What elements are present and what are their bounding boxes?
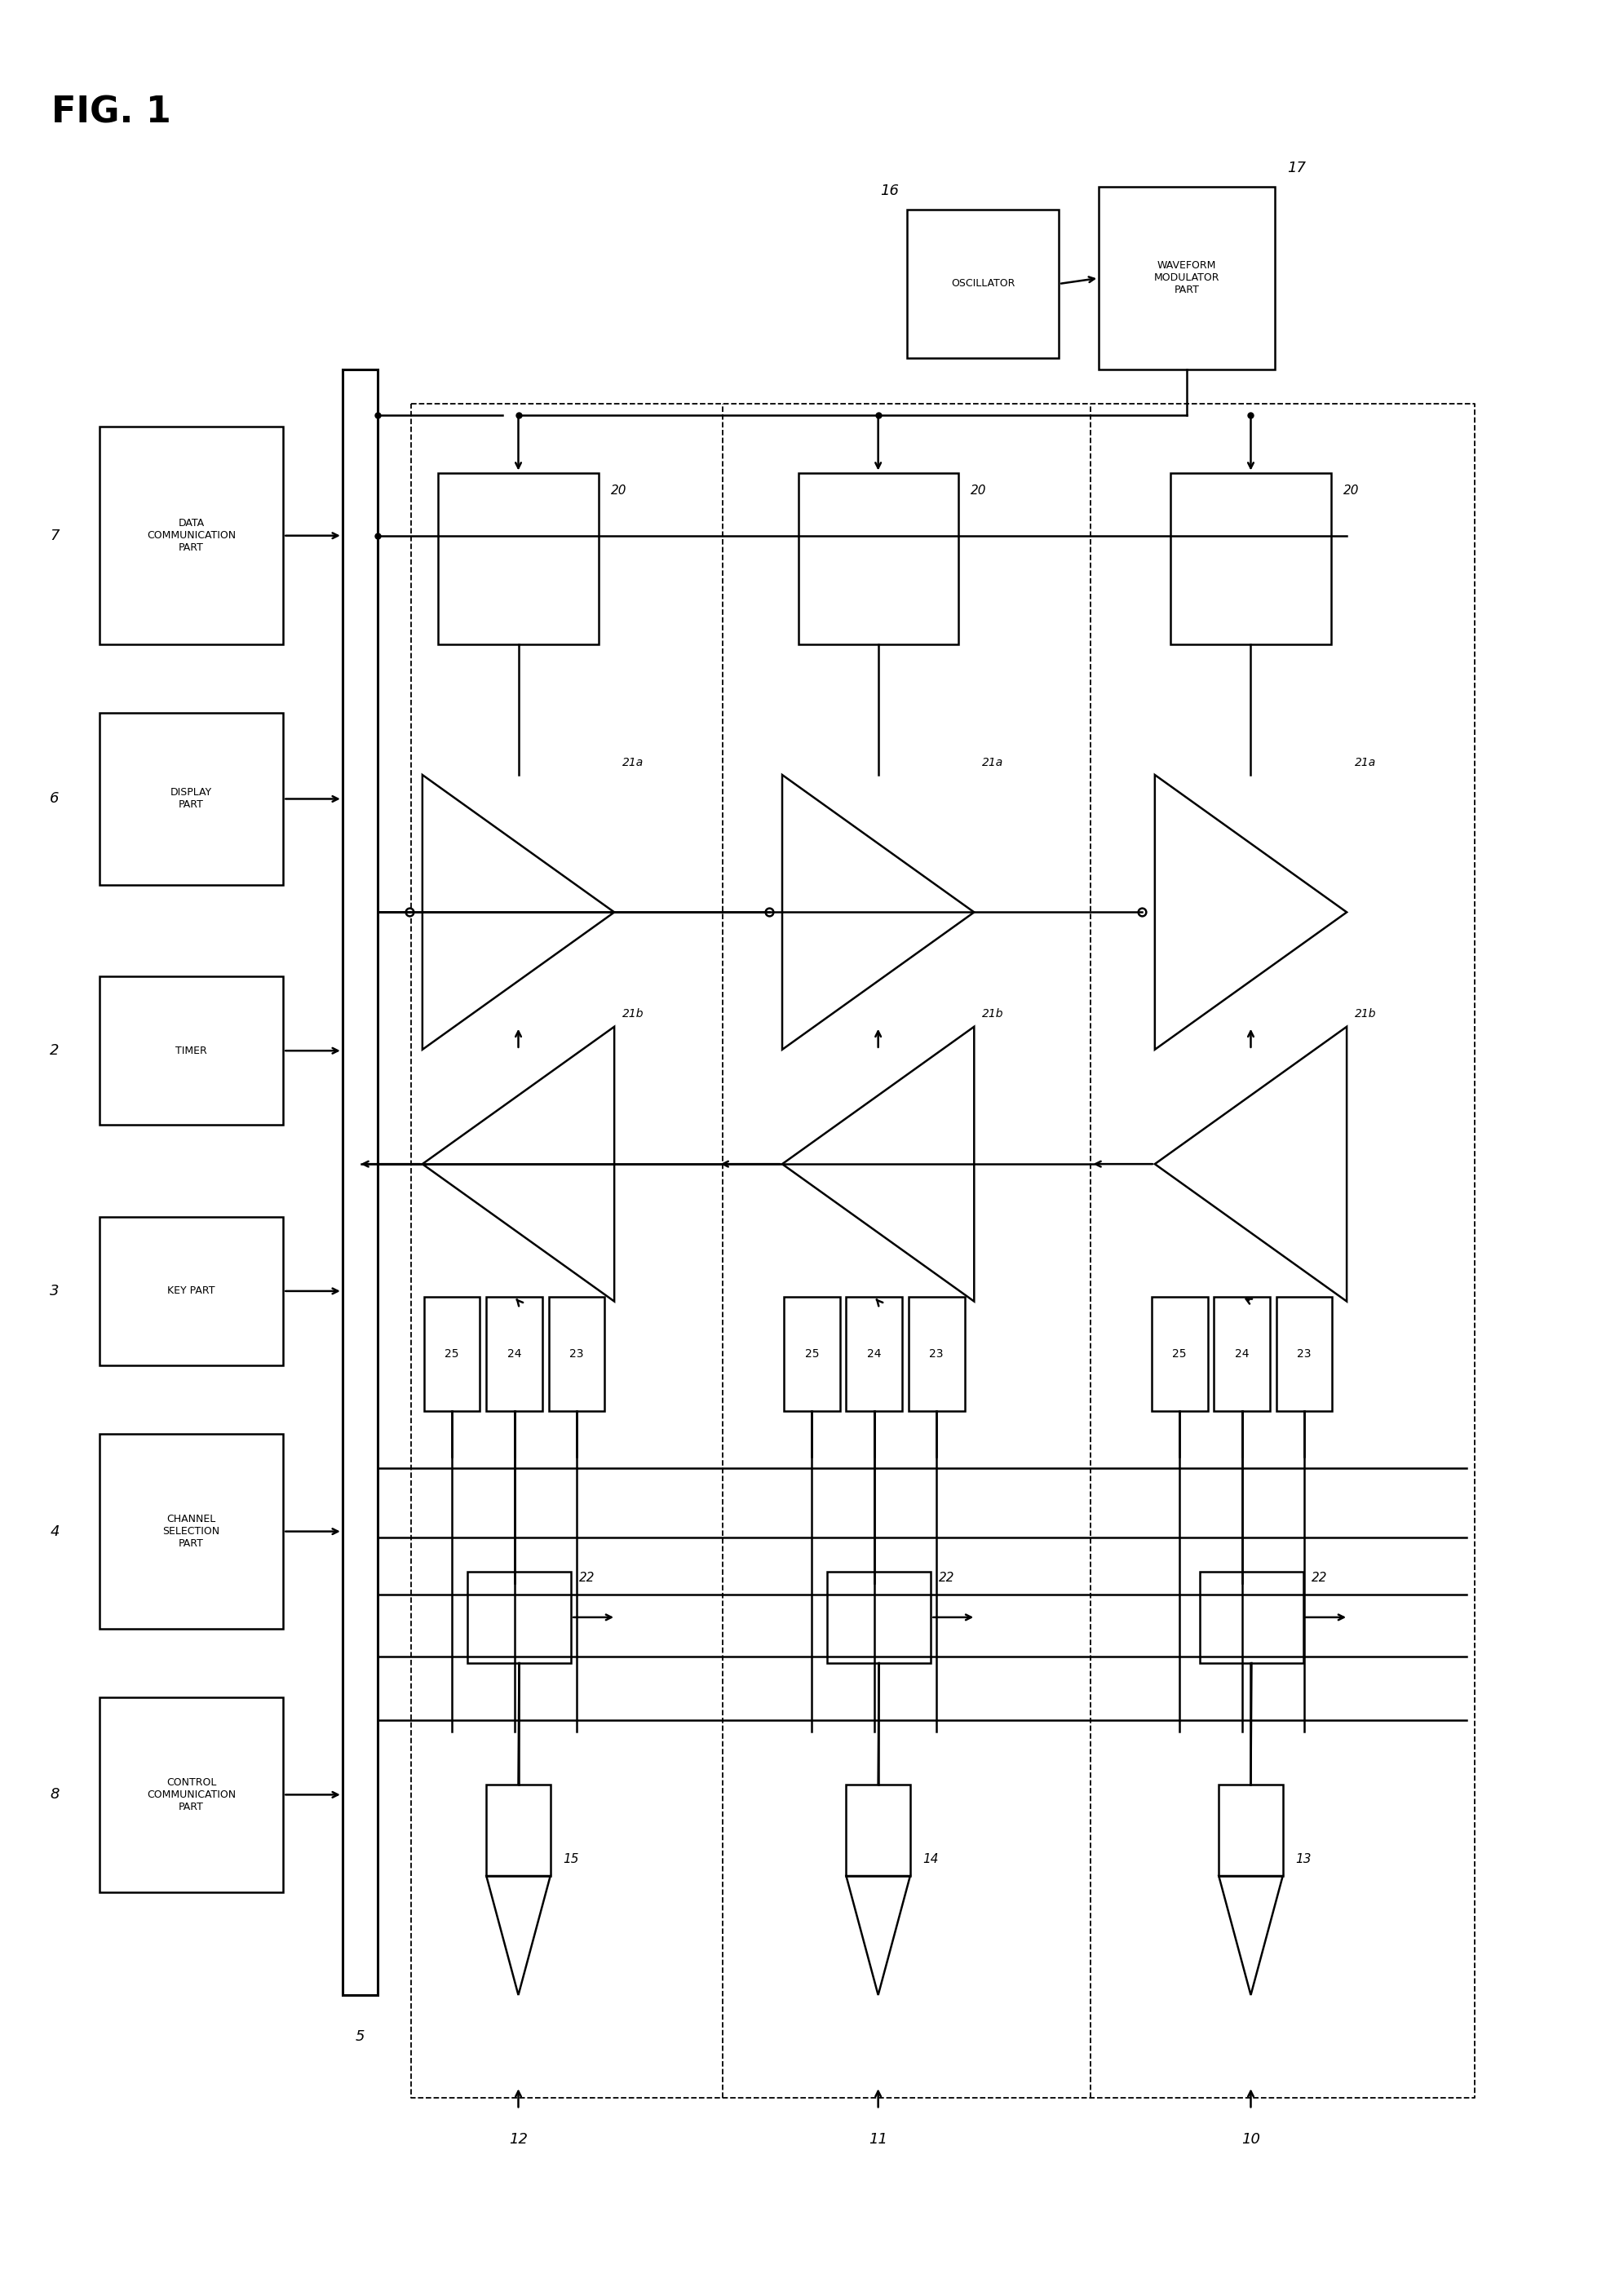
Bar — [1214, 1297, 1270, 1412]
Text: FIG. 1: FIG. 1 — [51, 94, 172, 131]
Bar — [784, 1297, 840, 1412]
Text: KEY PART: KEY PART — [167, 1286, 215, 1297]
Text: 3: 3 — [50, 1283, 59, 1300]
Text: 23: 23 — [570, 1348, 585, 1359]
Text: 17: 17 — [1288, 161, 1306, 174]
Bar — [100, 1435, 283, 1628]
Text: 5: 5 — [355, 2030, 365, 2043]
Bar — [1277, 1297, 1333, 1412]
Bar — [846, 1784, 911, 1876]
Text: 24: 24 — [507, 1348, 522, 1359]
Bar — [549, 1297, 605, 1412]
Text: 15: 15 — [564, 1853, 580, 1864]
Bar — [1200, 1570, 1304, 1662]
Bar — [100, 976, 283, 1125]
Text: 21b: 21b — [1355, 1008, 1376, 1019]
Bar — [100, 714, 283, 884]
Bar — [438, 473, 599, 645]
Text: 22: 22 — [1312, 1570, 1328, 1584]
Text: 6: 6 — [50, 792, 59, 806]
Text: 20: 20 — [972, 484, 986, 496]
Text: CONTROL
COMMUNICATION
PART: CONTROL COMMUNICATION PART — [146, 1777, 236, 1812]
Text: 23: 23 — [930, 1348, 944, 1359]
Text: 7: 7 — [50, 528, 59, 542]
Text: 25: 25 — [805, 1348, 819, 1359]
Text: 25: 25 — [1172, 1348, 1187, 1359]
Text: 13: 13 — [1296, 1853, 1312, 1864]
Bar — [1152, 1297, 1208, 1412]
Bar — [827, 1570, 931, 1662]
Text: 12: 12 — [509, 2133, 528, 2147]
Bar — [100, 1697, 283, 1892]
Text: 11: 11 — [869, 2133, 888, 2147]
Bar — [100, 427, 283, 645]
Text: CHANNEL
SELECTION
PART: CHANNEL SELECTION PART — [162, 1513, 220, 1550]
Bar — [909, 1297, 965, 1412]
Text: 21b: 21b — [983, 1008, 1004, 1019]
Text: 20: 20 — [612, 484, 626, 496]
Bar — [342, 370, 377, 1995]
Bar — [1171, 473, 1331, 645]
Text: 25: 25 — [445, 1348, 459, 1359]
Text: 14: 14 — [923, 1853, 940, 1864]
Text: 8: 8 — [50, 1786, 59, 1802]
Text: DISPLAY
PART: DISPLAY PART — [170, 788, 212, 810]
Text: 2: 2 — [50, 1042, 59, 1058]
Bar — [487, 1784, 551, 1876]
Text: 21a: 21a — [1355, 758, 1376, 767]
Bar — [467, 1570, 572, 1662]
Text: 20: 20 — [1344, 484, 1359, 496]
Text: 10: 10 — [1241, 2133, 1261, 2147]
Bar — [798, 473, 959, 645]
Text: 24: 24 — [867, 1348, 882, 1359]
Text: OSCILLATOR: OSCILLATOR — [951, 278, 1015, 289]
Text: 22: 22 — [940, 1570, 956, 1584]
Bar — [846, 1297, 903, 1412]
Bar — [100, 1217, 283, 1366]
Text: 21b: 21b — [622, 1008, 644, 1019]
Text: DATA
COMMUNICATION
PART: DATA COMMUNICATION PART — [146, 519, 236, 553]
Text: 22: 22 — [580, 1570, 594, 1584]
Text: 24: 24 — [1235, 1348, 1249, 1359]
Bar — [424, 1297, 480, 1412]
Bar — [1099, 186, 1275, 370]
Bar — [907, 209, 1058, 358]
Text: 21a: 21a — [622, 758, 644, 767]
Bar — [1219, 1784, 1283, 1876]
Text: 4: 4 — [50, 1525, 59, 1538]
Text: TIMER: TIMER — [175, 1045, 207, 1056]
Bar — [487, 1297, 543, 1412]
Text: 21a: 21a — [983, 758, 1004, 767]
Text: 16: 16 — [880, 184, 899, 197]
Text: WAVEFORM
MODULATOR
PART: WAVEFORM MODULATOR PART — [1155, 259, 1219, 296]
Text: 23: 23 — [1298, 1348, 1312, 1359]
